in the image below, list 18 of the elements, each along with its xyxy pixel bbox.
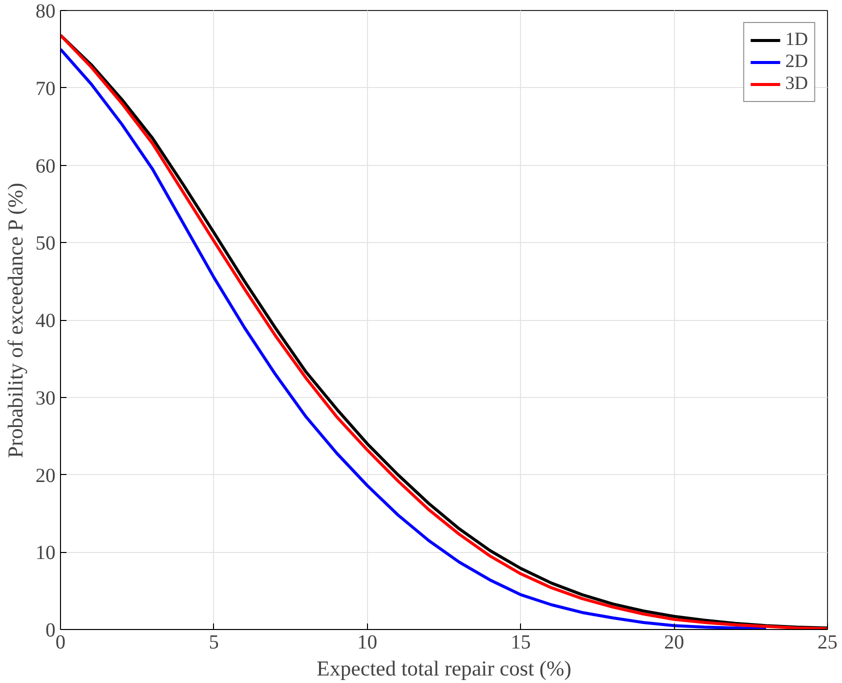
legend-label: 1D [785,29,808,51]
y-tick-label: 70 [36,78,56,100]
y-tick-label: 80 [36,0,56,22]
y-tick-label: 10 [36,542,56,564]
y-tick-label: 60 [36,155,56,178]
x-tick-label: 25 [818,632,838,654]
x-tick-label: 10 [357,632,378,654]
legend-label: 3D [785,73,808,95]
x-tick-label: 5 [208,632,219,654]
x-tick-label: 15 [510,632,531,654]
y-tick-label: 50 [36,232,56,255]
y-tick-label: 20 [36,464,56,487]
y-axis-title: Probability of exceedance P (%) [4,182,28,458]
x-axis-title: Expected total repair cost (%) [316,656,572,680]
legend-label: 2D [785,51,808,73]
x-tick-label: 20 [664,632,684,654]
y-tick-label: 40 [36,310,56,332]
y-tick-label: 30 [36,387,56,410]
